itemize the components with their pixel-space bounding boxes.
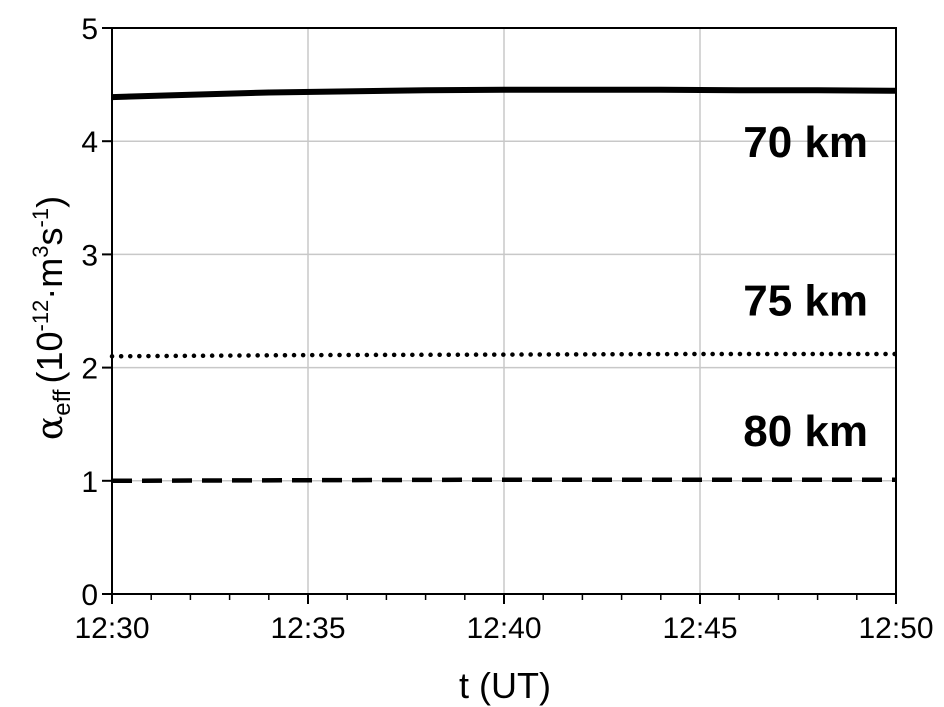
y-axis-exp1: -12 <box>28 300 53 332</box>
y-axis-open: (10 <box>29 332 70 384</box>
y-axis-subscript: eff <box>49 389 76 416</box>
x-tick-label: 12:45 <box>662 612 737 645</box>
y-tick-label: 5 <box>81 13 98 46</box>
y-tick-label: 1 <box>81 466 98 499</box>
y-axis-s: s <box>29 227 70 245</box>
y-axis-title: αeff (10-12·m3s-1) <box>28 196 76 440</box>
series-label: 70 km <box>743 118 868 167</box>
series-line-70-km <box>111 86 897 101</box>
y-axis-exp2: 3 <box>28 245 53 257</box>
y-axis-exp3: -1 <box>28 208 53 228</box>
y-axis-symbol: α <box>30 416 71 440</box>
x-tick-label: 12:35 <box>270 612 345 645</box>
y-axis-close: ) <box>29 196 70 208</box>
x-tick-label: 12:30 <box>74 612 149 645</box>
y-tick-label: 3 <box>81 239 98 272</box>
ticks <box>102 27 897 604</box>
series-lines <box>109 86 899 484</box>
x-axis-title: t (UT) <box>459 665 551 706</box>
series-line-80-km <box>111 477 896 484</box>
tick-labels: 12:30 12:35 12:40 12:45 12:50 0 1 2 3 4 5 <box>74 13 933 645</box>
y-tick-label: 0 <box>81 579 98 612</box>
y-tick-label: 4 <box>81 126 98 159</box>
series-label: 75 km <box>743 277 868 326</box>
x-tick-label: 12:50 <box>858 612 933 645</box>
series-labels: 70 km 75 km 80 km <box>743 118 868 456</box>
x-tick-label: 12:40 <box>466 612 541 645</box>
series-label: 80 km <box>743 407 868 456</box>
y-axis-mid: ·m <box>29 258 70 300</box>
y-tick-label: 2 <box>81 353 98 386</box>
series-line-75-km <box>109 351 899 359</box>
